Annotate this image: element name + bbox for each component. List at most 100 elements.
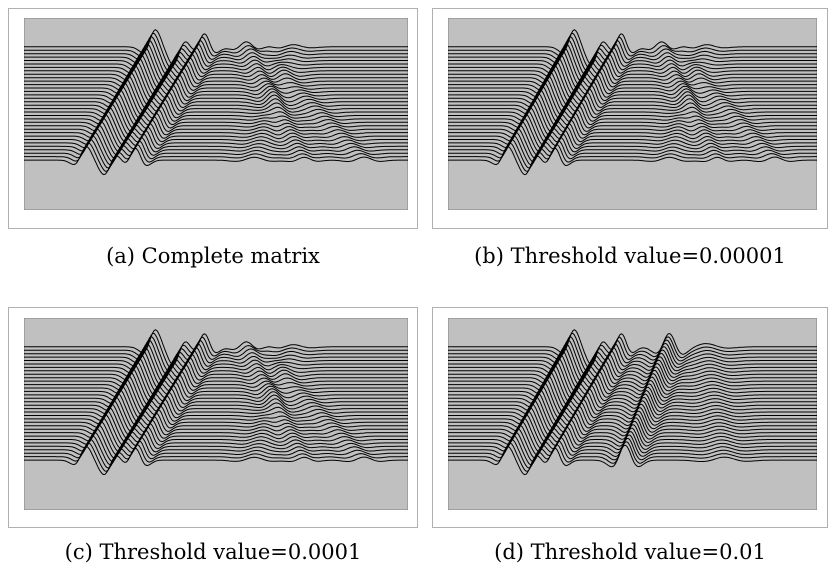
- seismic-trace: [24, 39, 408, 76]
- seismic-trace: [24, 368, 408, 402]
- seismic-trace: [24, 403, 408, 436]
- seismic-trace: [448, 64, 817, 99]
- seismic-trace: [24, 421, 408, 453]
- seismic-trace: [448, 378, 817, 413]
- seismic-trace: [24, 50, 408, 86]
- seismic-trace: [24, 350, 408, 386]
- seismic-trace: [448, 146, 817, 176]
- seismic-trace: [448, 121, 817, 153]
- seismic-trace: [24, 353, 408, 389]
- seismic-trace: [24, 357, 408, 392]
- seismic-trace: [24, 114, 408, 146]
- seismic-trace: [24, 53, 408, 89]
- seismic-trace: [24, 71, 408, 106]
- panel-c-seismogram-plot: [24, 318, 408, 510]
- panel-b-seismogram-plot: [448, 18, 817, 210]
- seismic-trace: [448, 389, 817, 423]
- seismic-trace: [448, 43, 817, 79]
- seismic-trace: [24, 85, 408, 119]
- seismic-trace: [24, 110, 408, 142]
- panel-c-caption: (c) Threshold value=0.0001: [64, 540, 362, 564]
- seismic-trace: [448, 53, 817, 89]
- seismic-trace: [24, 78, 408, 113]
- seismic-trace: [448, 71, 817, 106]
- seismic-trace: [448, 82, 817, 116]
- seismic-trace: [24, 332, 408, 369]
- seismic-trace: [24, 146, 408, 176]
- seismic-trace: [448, 431, 817, 462]
- seismic-trace: [448, 75, 817, 109]
- seismic-trace: [448, 420, 817, 453]
- seismic-trace: [24, 57, 408, 92]
- seismic-trace: [24, 396, 408, 429]
- seismic-trace: [448, 99, 817, 132]
- seismic-trace: [448, 375, 817, 409]
- seismic-trace: [448, 107, 817, 139]
- seismic-trace: [448, 346, 817, 382]
- seismic-trace: [448, 85, 817, 119]
- seismic-trace: [24, 438, 408, 469]
- seismic-trace: [448, 89, 817, 123]
- seismic-trace: [24, 375, 408, 409]
- seismic-trace: [448, 441, 817, 472]
- seismic-trace: [448, 417, 817, 449]
- seismic-trace: [24, 96, 408, 129]
- seismic-trace: [448, 39, 817, 76]
- seismic-trace: [24, 32, 408, 69]
- seismic-trace: [448, 103, 817, 136]
- seismic-trace: [448, 329, 817, 366]
- seismic-trace: [448, 360, 817, 396]
- seismic-trace: [24, 68, 408, 102]
- seismic-trace: [448, 371, 817, 406]
- seismic-trace: [448, 364, 817, 399]
- seismic-trace: [24, 64, 408, 99]
- seismic-trace: [448, 382, 817, 416]
- seismic-trace: [24, 360, 408, 396]
- panel-d-seismogram-plot: [448, 318, 817, 510]
- seismic-trace: [24, 99, 408, 132]
- seismic-trace: [448, 353, 817, 389]
- panel-a-caption: (a) Complete matrix: [106, 244, 320, 268]
- seismic-trace: [24, 346, 408, 382]
- seismic-trace: [24, 382, 408, 416]
- seismic-trace: [24, 131, 408, 162]
- seismic-trace: [24, 399, 408, 432]
- seismic-trace: [24, 117, 408, 149]
- seismic-trace: [448, 332, 817, 369]
- seismic-trace: [24, 329, 408, 366]
- seismic-trace: [24, 60, 408, 96]
- seismic-trace: [448, 396, 817, 429]
- seismic-trace: [448, 46, 817, 82]
- seismic-trace: [24, 410, 408, 442]
- seismic-trace: [24, 82, 408, 116]
- seismic-trace: [448, 96, 817, 129]
- seismic-trace: [448, 131, 817, 162]
- seismic-trace: [448, 350, 817, 386]
- seismic-trace: [448, 138, 817, 169]
- seismic-trace: [24, 364, 408, 399]
- seismic-trace: [24, 336, 408, 372]
- seismic-trace: [448, 110, 817, 142]
- seismic-trace: [24, 107, 408, 139]
- seismic-trace: [448, 50, 817, 86]
- seismic-trace: [448, 57, 817, 92]
- seismic-trace: [448, 142, 817, 172]
- seismic-trace: [24, 414, 408, 446]
- panel-b-caption: (b) Threshold value=0.00001: [474, 244, 786, 268]
- seismic-trace: [24, 431, 408, 462]
- seismic-trace: [448, 60, 817, 96]
- seismic-trace: [448, 343, 817, 379]
- seismic-trace: [24, 43, 408, 79]
- seismic-trace: [448, 444, 817, 476]
- seismic-trace: [24, 93, 408, 126]
- seismic-trace: [448, 36, 817, 72]
- seismic-trace: [24, 393, 408, 426]
- seismic-trace: [448, 68, 817, 102]
- seismic-trace: [24, 378, 408, 413]
- panel-a-seismogram-plot: [24, 18, 408, 210]
- seismic-trace: [24, 339, 408, 376]
- seismic-trace: [448, 437, 817, 469]
- seismic-trace: [448, 32, 817, 69]
- seismic-trace: [448, 393, 817, 426]
- seismic-trace: [24, 442, 408, 472]
